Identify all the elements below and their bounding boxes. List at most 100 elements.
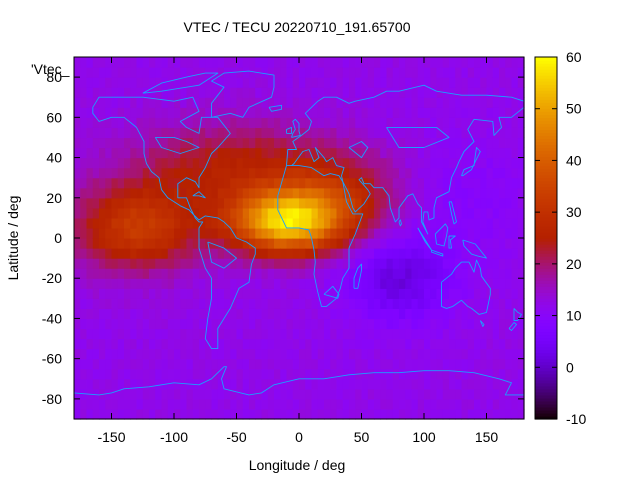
heatmap-cell <box>186 177 194 189</box>
heatmap-cell <box>242 97 250 108</box>
heatmap-cell <box>249 258 256 269</box>
heatmap-cell <box>161 197 169 209</box>
heatmap-cell <box>330 368 338 380</box>
heatmap-cell <box>255 238 263 249</box>
heatmap-cell <box>405 308 413 320</box>
colorbar-segment <box>535 271 557 275</box>
heatmap-cell <box>255 268 263 279</box>
heatmap-cell <box>517 77 525 88</box>
heatmap-cell <box>111 107 119 118</box>
heatmap-cell <box>305 318 313 330</box>
heatmap-cell <box>417 87 425 98</box>
heatmap-cell <box>342 227 350 239</box>
colorbar-segment <box>535 265 557 269</box>
heatmap-cell <box>436 388 444 400</box>
heatmap-cell <box>174 117 181 128</box>
heatmap-cell <box>105 248 113 259</box>
heatmap-cell <box>330 408 338 420</box>
heatmap-cell <box>174 107 181 118</box>
heatmap-cell <box>492 238 500 249</box>
heatmap-cell <box>167 408 175 420</box>
colorbar-segment <box>535 138 557 143</box>
heatmap-cell <box>217 177 225 189</box>
heatmap-cell <box>136 117 144 128</box>
heatmap-cell <box>361 308 369 320</box>
heatmap-cell <box>211 197 219 209</box>
heatmap-cell <box>74 268 81 279</box>
heatmap-cell <box>92 398 100 410</box>
heatmap-cell <box>86 288 94 299</box>
heatmap-cell <box>299 157 306 169</box>
heatmap-cell <box>142 338 150 350</box>
heatmap-cell <box>486 368 494 380</box>
heatmap-cell <box>505 308 513 320</box>
heatmap-cell <box>505 57 513 68</box>
heatmap-cell <box>92 328 100 340</box>
heatmap-cell <box>311 318 319 330</box>
heatmap-cell <box>411 217 419 229</box>
heatmap-cell <box>286 227 294 239</box>
colorbar-segment <box>535 253 557 257</box>
heatmap-cell <box>411 197 419 209</box>
heatmap-cell <box>505 187 513 199</box>
heatmap-cell <box>142 197 150 209</box>
heatmap-cell <box>230 388 238 400</box>
heatmap-cell <box>274 97 281 108</box>
colorbar-tick-label: 50 <box>566 101 582 117</box>
heatmap-cell <box>442 57 450 68</box>
heatmap-cell <box>386 87 394 98</box>
heatmap-cell <box>411 378 419 390</box>
heatmap-cell <box>286 308 294 320</box>
heatmap-cell <box>474 278 481 289</box>
heatmap-cell <box>355 258 363 269</box>
heatmap-cell <box>80 87 88 98</box>
colorbar-segment <box>535 289 557 293</box>
heatmap-cell <box>505 107 513 118</box>
heatmap-cell <box>286 388 294 400</box>
heatmap-cell <box>267 248 275 259</box>
heatmap-cell <box>280 187 288 199</box>
heatmap-cell <box>136 358 144 370</box>
heatmap-cell <box>161 97 169 108</box>
heatmap-cell <box>99 298 106 309</box>
heatmap-cell <box>80 268 88 279</box>
colorbar-segment <box>535 165 557 170</box>
heatmap-cell <box>424 318 431 330</box>
heatmap-cell <box>236 117 244 128</box>
heatmap-cell <box>274 57 281 68</box>
heatmap-cell <box>405 388 413 400</box>
heatmap-cell <box>499 318 506 330</box>
heatmap-cell <box>486 298 494 309</box>
heatmap-cell <box>149 67 156 78</box>
heatmap-cell <box>367 318 375 330</box>
heatmap-cell <box>199 348 206 360</box>
heatmap-cell <box>111 338 119 350</box>
heatmap-cell <box>267 328 275 340</box>
heatmap-cell <box>249 157 256 169</box>
heatmap-cell <box>249 107 256 118</box>
heatmap-cell <box>249 167 256 179</box>
heatmap-cell <box>174 278 181 289</box>
heatmap-cell <box>230 248 238 259</box>
heatmap-cell <box>461 308 469 320</box>
heatmap-cell <box>317 147 325 159</box>
heatmap-cell <box>336 187 344 199</box>
heatmap-cell <box>317 238 325 249</box>
coastline <box>386 126 450 148</box>
heatmap-cell <box>480 137 488 149</box>
heatmap-cell <box>224 368 231 380</box>
heatmap-cell <box>455 328 463 340</box>
heatmap-cell <box>430 348 438 360</box>
heatmap-cell <box>342 388 350 400</box>
heatmap-cell <box>217 288 225 299</box>
heatmap-cell <box>380 107 388 118</box>
heatmap-cell <box>224 298 231 309</box>
heatmap-cell <box>249 398 256 410</box>
heatmap-cell <box>192 358 200 370</box>
heatmap-cell <box>330 278 338 289</box>
heatmap-cell <box>399 358 406 370</box>
heatmap-cell <box>124 248 131 259</box>
heatmap-cell <box>380 187 388 199</box>
heatmap-cell <box>80 197 88 209</box>
heatmap-cell <box>117 147 125 159</box>
